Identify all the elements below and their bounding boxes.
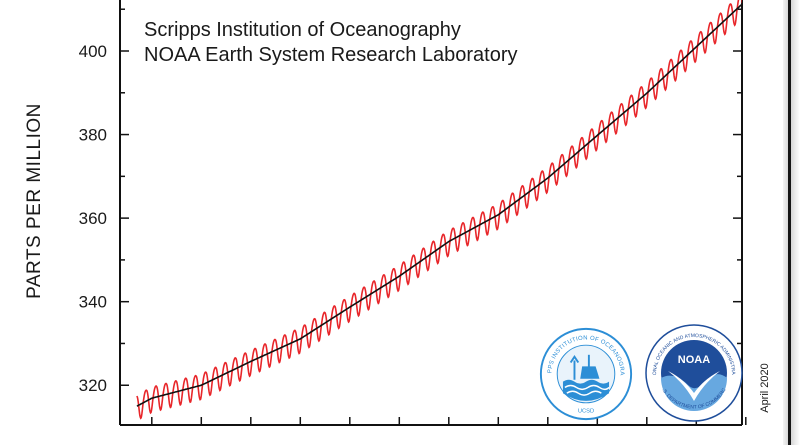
credit-scripps: Scripps Institution of Oceanography: [144, 19, 461, 41]
right-edge-border: [783, 0, 800, 445]
y-tick-label: 320: [79, 376, 107, 395]
credit-noaa: NOAA Earth System Research Laboratory: [144, 44, 518, 66]
noaa-logo-center-text: NOAA: [678, 354, 710, 366]
y-tick-label: 340: [79, 293, 107, 312]
credits: Scripps Institution of Oceanography NOAA…: [144, 18, 518, 68]
scripps-logo-bottom-text: UCSD: [578, 408, 594, 414]
monthly-co2-series: [136, 0, 742, 420]
noaa-logo: NOAA NATIONAL OCEANIC AND ATMOSPHERIC AD…: [644, 323, 743, 422]
y-tick-label: 400: [79, 42, 107, 61]
scripps-logo: SCRIPPS INSTITUTION OF OCEANOGRAPHY UCSD: [538, 326, 633, 421]
date-note: April 2020: [759, 363, 771, 413]
y-tick-label: 360: [79, 209, 107, 228]
y-tick-label: 380: [79, 126, 107, 145]
co2-trend-series: [136, 3, 742, 407]
y-axis-label: PARTS PER MILLION: [24, 103, 45, 299]
